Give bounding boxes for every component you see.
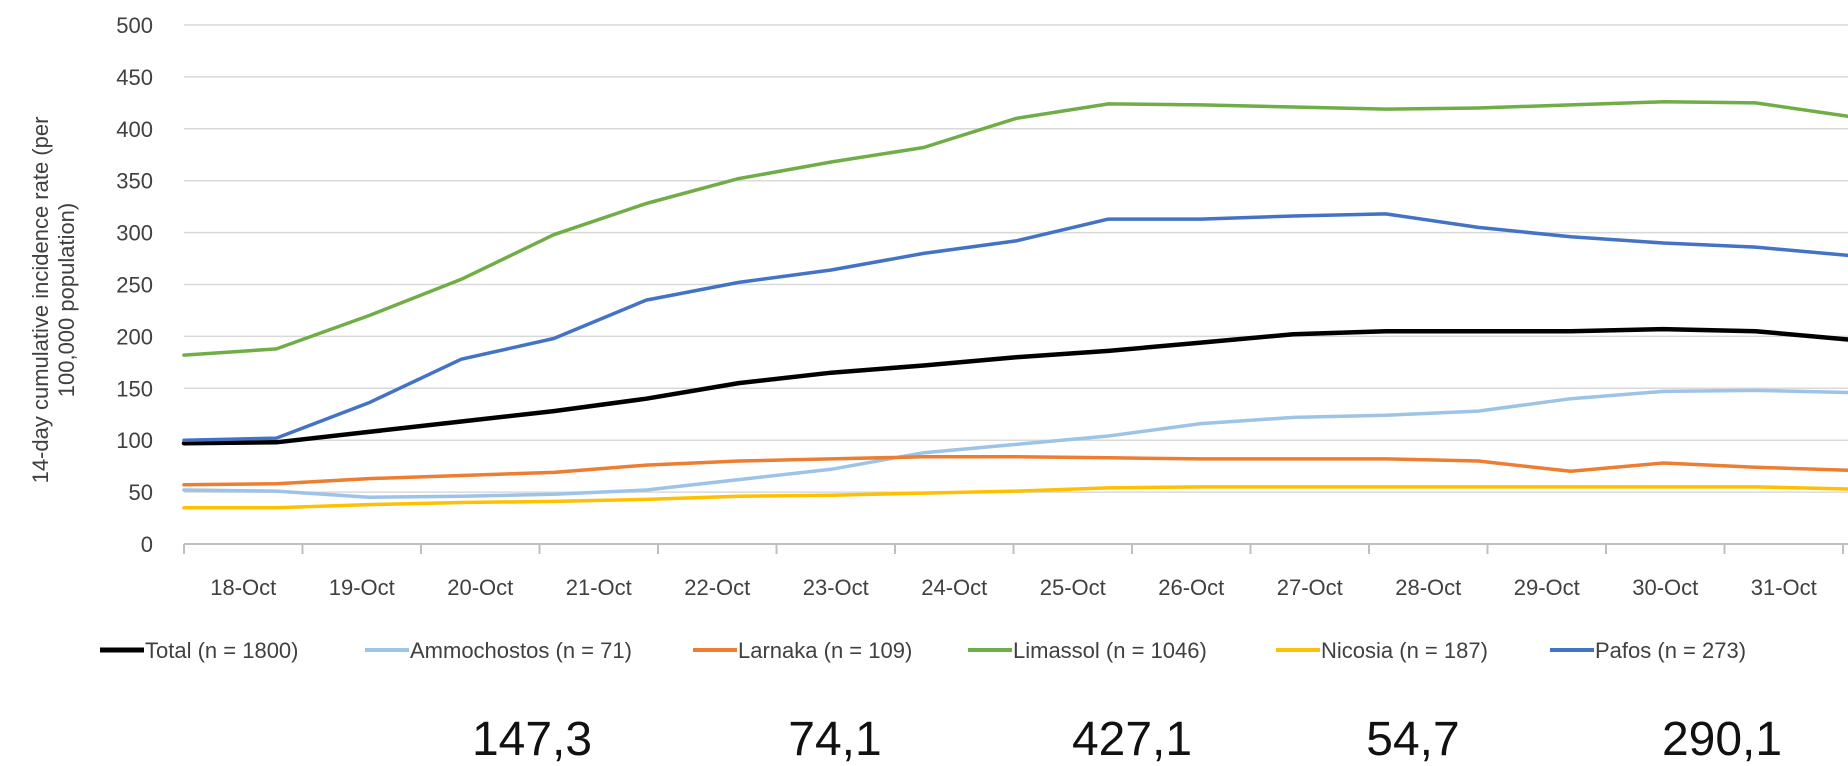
y-axis-title-line-2: 100,000 population) (54, 203, 79, 398)
y-tick-label: 150 (116, 376, 153, 401)
legend-label: Ammochostos (n = 71) (410, 638, 632, 663)
axes: 0 50 100 150 200 250 300 350 400 450 500 18-Oct 19-O… (116, 13, 1848, 600)
y-tick-label: 500 (116, 13, 153, 38)
y-tick-label: 450 (116, 65, 153, 90)
gridlines (184, 24, 1848, 493)
series-line-4 (182, 485, 1848, 510)
summary-value: 54,7 (1366, 713, 1459, 766)
y-tick-label: 300 (116, 221, 153, 246)
x-tick-label: 25-Oct (1040, 575, 1106, 600)
series-line-3 (182, 100, 1848, 357)
x-tick-label: 18-Oct (210, 575, 276, 600)
x-tick-label: 28-Oct (1395, 575, 1461, 600)
y-axis-title: 14-day cumulative incidence rate (per 10… (28, 117, 79, 484)
summary-value: 74,1 (788, 713, 881, 766)
summary-value: 147,3 (472, 713, 592, 766)
summary-value: 427,1 (1072, 713, 1192, 766)
legend: Total (n = 1800) Ammochostos (n = 71) Larn… (100, 638, 1746, 663)
y-axis-title-line-1: 14-day cumulative incidence rate (per (28, 117, 53, 484)
y-tick-label: 350 (116, 169, 153, 194)
y-tick-label: 200 (116, 324, 153, 349)
x-tick-label: 29-Oct (1514, 575, 1580, 600)
series-line-0 (181, 326, 1848, 446)
legend-label: Limassol (n = 1046) (1013, 638, 1207, 663)
legend-label: Total (n = 1800) (145, 638, 298, 663)
y-tick-label: 0 (141, 532, 153, 557)
series-line-2 (182, 455, 1848, 487)
legend-label: Larnaka (n = 109) (738, 638, 912, 663)
y-tick-label: 250 (116, 273, 153, 298)
x-tick-label: 20-Oct (447, 575, 513, 600)
x-tick-label: 31-Oct (1751, 575, 1817, 600)
summary-values: 147,3 74,1 427,1 54,7 290,1 (472, 713, 1782, 766)
y-tick-label: 100 (116, 428, 153, 453)
x-tick-label: 19-Oct (329, 575, 395, 600)
x-tick-label: 26-Oct (1158, 575, 1224, 600)
x-tick-label: 27-Oct (1277, 575, 1343, 600)
y-tick-label: 400 (116, 117, 153, 142)
legend-label: Pafos (n = 273) (1595, 638, 1746, 663)
x-tick-label: 23-Oct (803, 575, 869, 600)
x-tick-label: 24-Oct (921, 575, 987, 600)
series-line-5 (182, 212, 1848, 442)
y-tick-label: 50 (129, 480, 153, 505)
x-tick-label: 22-Oct (684, 575, 750, 600)
legend-label: Nicosia (n = 187) (1321, 638, 1488, 663)
x-tick-label: 30-Oct (1632, 575, 1698, 600)
series-lines (181, 100, 1848, 510)
summary-value: 290,1 (1662, 713, 1782, 766)
x-tick-label: 21-Oct (566, 575, 632, 600)
series-line-1 (182, 388, 1848, 500)
